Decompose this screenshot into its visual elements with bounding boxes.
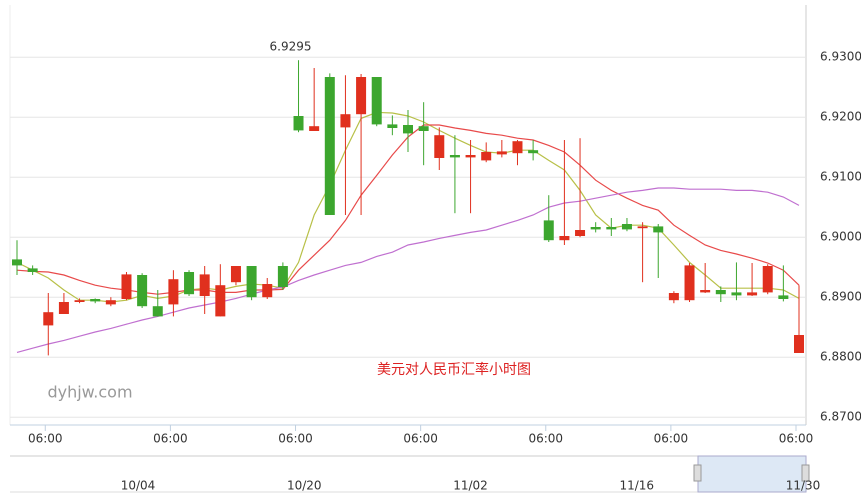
candle-body: [559, 236, 570, 241]
candle-body: [653, 226, 664, 233]
candle-body: [621, 224, 632, 230]
watermark: dyhjw.com: [47, 383, 132, 402]
candle-body: [731, 292, 742, 296]
candle-body: [184, 272, 195, 295]
navigator-label: 10/04: [121, 479, 156, 493]
candle-body: [700, 290, 711, 293]
moving-average-line: [16, 187, 800, 353]
candle-body: [309, 126, 320, 131]
annotation: 6.9295: [270, 40, 312, 54]
candle-body: [152, 306, 163, 317]
x-tick-label: 06:00: [528, 432, 563, 446]
candle-body: [90, 299, 101, 302]
candle-body: [199, 274, 210, 296]
navigator-handle[interactable]: [693, 464, 702, 482]
x-tick-label: 06:00: [28, 432, 63, 446]
candle-body: [449, 155, 460, 158]
y-tick-label: 6.9100: [820, 170, 861, 184]
y-tick-label: 6.9300: [820, 50, 861, 64]
candle-body: [543, 220, 554, 241]
candle-body: [496, 151, 507, 155]
candle-body: [637, 226, 648, 229]
candle-body: [246, 266, 257, 298]
candle-body: [528, 150, 539, 154]
candle-body: [262, 284, 273, 298]
candle-body: [121, 274, 132, 299]
x-tick-label: 06:00: [403, 432, 438, 446]
y-tick-label: 6.9200: [820, 110, 861, 124]
navigator-handle[interactable]: [801, 464, 810, 482]
candle-body: [684, 265, 695, 301]
x-tick-label: 06:00: [278, 432, 313, 446]
candle-body: [403, 125, 413, 134]
candle-body: [58, 302, 69, 314]
y-tick-label: 6.8700: [820, 410, 861, 424]
x-tick-label: 06:00: [779, 432, 814, 446]
x-tick-label: 06:00: [153, 432, 188, 446]
candle-body: [434, 135, 445, 158]
candle-body: [74, 300, 85, 302]
candle-body: [230, 266, 241, 283]
y-tick-label: 6.8900: [820, 290, 861, 304]
candle-body: [215, 285, 226, 317]
candle-body: [293, 116, 304, 131]
navigator-label: 11/30: [786, 479, 821, 493]
candle-body: [356, 77, 367, 115]
candle-body: [715, 290, 726, 295]
candle-body: [168, 279, 179, 305]
candle-body: [371, 77, 382, 125]
y-tick-label: 6.9000: [820, 230, 861, 244]
candle-body: [12, 259, 22, 266]
navigator-label: 11/16: [619, 479, 654, 493]
candle-body: [762, 266, 773, 293]
navigator-selection[interactable]: [697, 455, 807, 493]
candle-body: [277, 266, 288, 287]
navigator-label: 11/02: [453, 479, 488, 493]
candle-body: [387, 124, 398, 128]
candle-body: [575, 230, 586, 236]
candle-body: [606, 227, 617, 230]
y-tick-label: 6.8800: [820, 350, 861, 364]
candle-body: [324, 77, 335, 215]
candle-body: [794, 335, 804, 353]
candle-body: [590, 227, 601, 230]
candle-body: [668, 293, 679, 301]
candle-body: [340, 114, 351, 128]
candle-body: [43, 312, 54, 326]
candle-body: [747, 292, 758, 296]
candle-body: [481, 152, 492, 161]
candle-body: [105, 300, 116, 305]
candle-body: [418, 126, 429, 131]
candle-body: [465, 155, 476, 158]
chart-title: 美元对人民币汇率小时图: [377, 361, 531, 378]
x-tick-label: 06:00: [654, 432, 689, 446]
candle-body: [27, 268, 38, 272]
candle-body: [512, 141, 523, 154]
navigator-label: 10/20: [287, 479, 322, 493]
candle-body: [778, 295, 789, 299]
candle-body: [137, 275, 148, 307]
